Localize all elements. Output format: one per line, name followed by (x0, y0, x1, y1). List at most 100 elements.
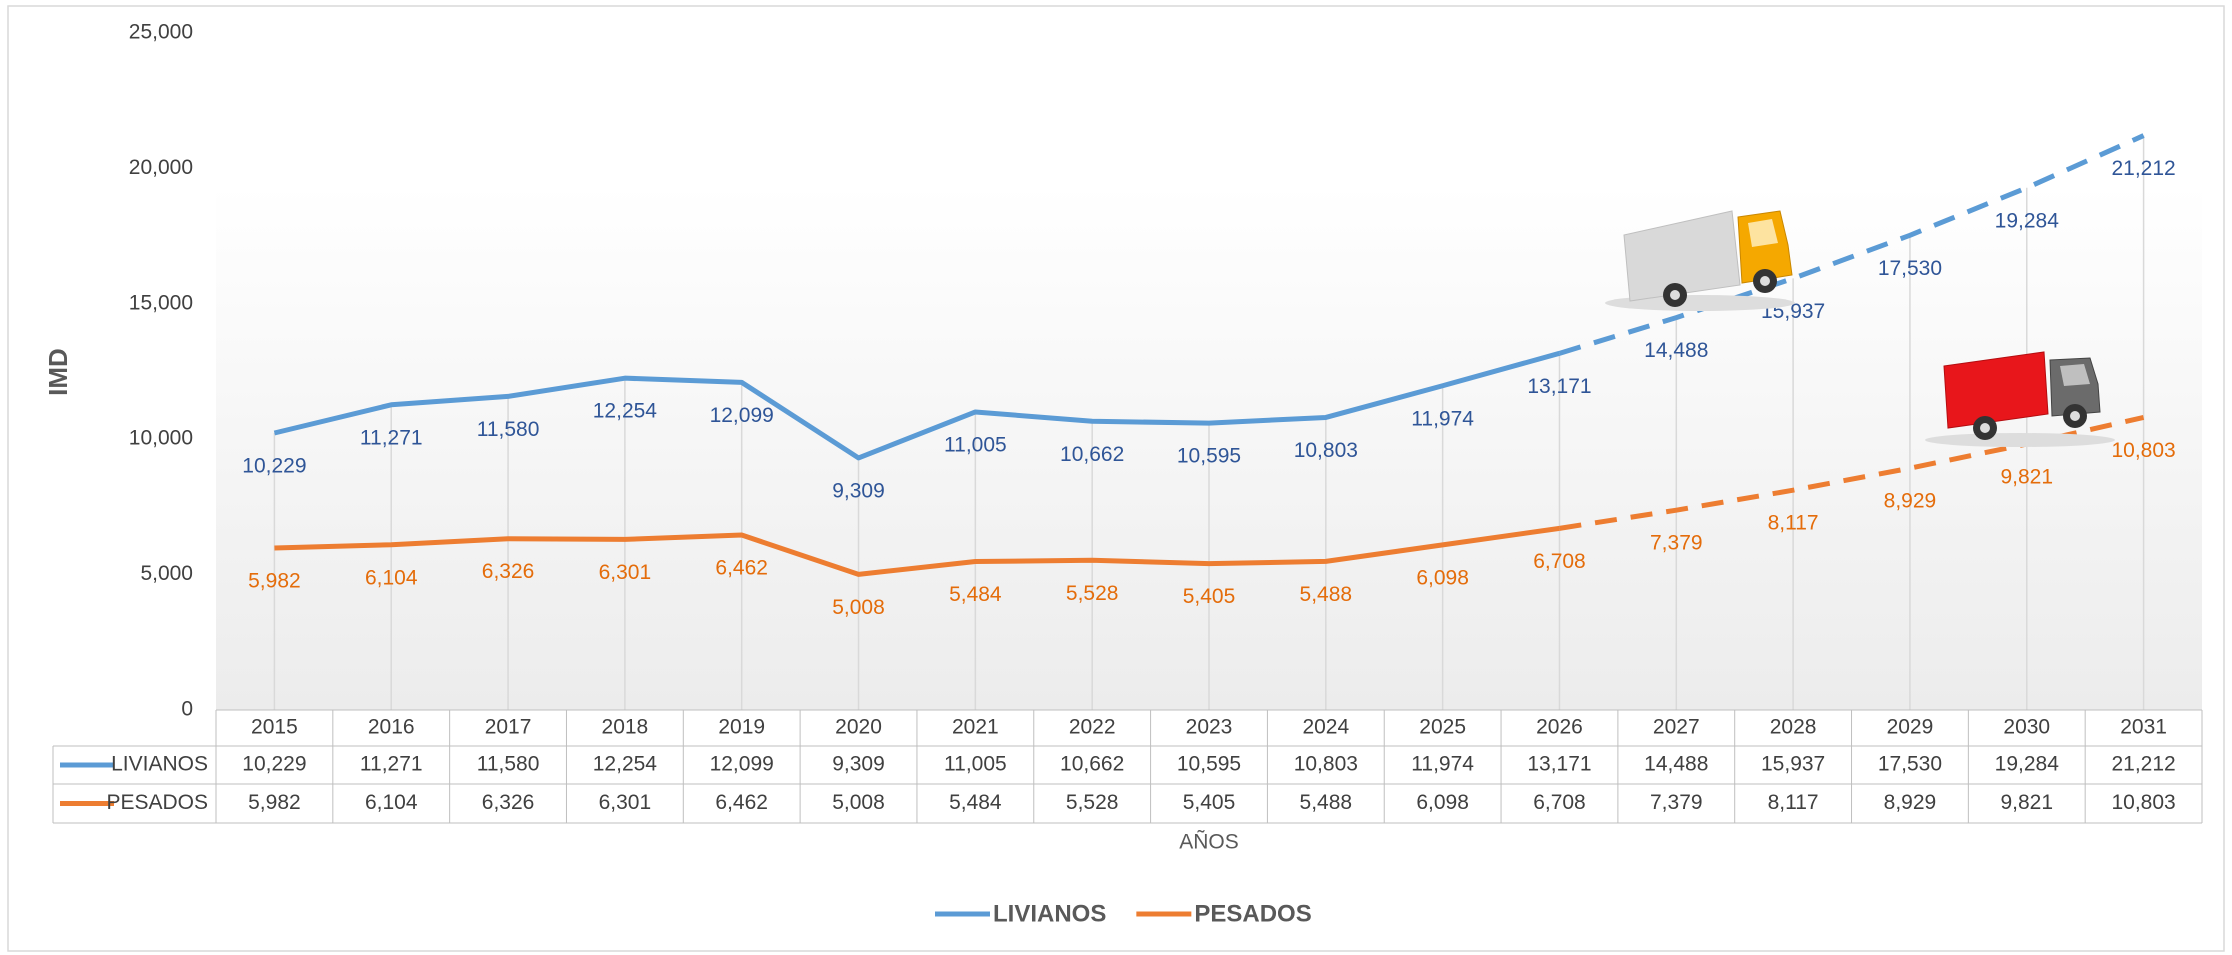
table-cell: 10,803 (2111, 791, 2175, 814)
table-cell: 5,528 (1066, 791, 1119, 814)
y-tick-label: 5,000 (140, 562, 193, 585)
data-label: 5,528 (1066, 582, 1119, 605)
data-label: 5,982 (248, 570, 301, 593)
data-label: 6,326 (482, 560, 535, 583)
x-tick-label: 2017 (485, 716, 532, 739)
x-tick-label: 2019 (718, 716, 765, 739)
y-tick-label: 25,000 (129, 21, 193, 44)
x-tick-label: 2016 (368, 716, 415, 739)
data-label: 6,462 (715, 557, 768, 580)
table-row-label: PESADOS (106, 791, 208, 814)
table-cell: 8,929 (1884, 791, 1937, 814)
truck-heavy (1925, 351, 2115, 447)
x-tick-label: 2029 (1887, 716, 1934, 739)
table-cell: 11,974 (1411, 753, 1474, 776)
x-tick-label: 2030 (2003, 716, 2050, 739)
data-label: 10,803 (2111, 439, 2175, 462)
table-cell: 10,803 (1294, 753, 1358, 776)
y-tick-label: 10,000 (129, 427, 193, 450)
data-label: 10,595 (1177, 445, 1241, 468)
table-cell: 6,301 (599, 791, 652, 814)
series-line (274, 525, 1560, 577)
table-cell: 6,098 (1416, 791, 1469, 814)
table-cell: 6,462 (715, 791, 768, 814)
table-cell: 10,662 (1060, 753, 1124, 776)
data-label: 10,662 (1060, 443, 1124, 466)
data-label: 8,929 (1884, 490, 1937, 513)
table-cell: 7,379 (1650, 791, 1703, 814)
x-tick-label: 2020 (835, 716, 882, 739)
data-label: 9,309 (832, 479, 885, 502)
table-row-label: LIVIANOS (111, 753, 208, 776)
table-cell: 21,212 (2111, 753, 2175, 776)
table-cell: 6,104 (365, 791, 418, 814)
data-label: 17,530 (1878, 257, 1942, 280)
data-label: 11,580 (477, 418, 540, 441)
data-label: 11,271 (360, 426, 423, 449)
legend-label: LIVIANOS (993, 900, 1106, 927)
data-label: 6,708 (1533, 550, 1586, 573)
x-tick-label: 2024 (1302, 716, 1349, 739)
x-tick-label: 2031 (2120, 716, 2167, 739)
x-tick-label: 2026 (1536, 716, 1583, 739)
series-line (1559, 415, 2145, 531)
data-label: 11,974 (1411, 407, 1474, 430)
x-tick-label: 2027 (1653, 716, 1700, 739)
series-line (273, 350, 1561, 461)
data-label: 8,117 (1768, 512, 1819, 535)
data-label: 12,099 (710, 404, 774, 427)
table-cell: 5,982 (248, 791, 301, 814)
table-cell: 14,488 (1644, 753, 1708, 776)
table-cell: 15,937 (1761, 753, 1825, 776)
table-cell: 11,271 (360, 753, 423, 776)
data-label: 11,005 (944, 434, 1007, 457)
x-tick-label: 2028 (1770, 716, 1817, 739)
table-cell: 9,821 (2000, 791, 2053, 814)
table-cell: 10,229 (242, 753, 306, 776)
legend: LIVIANOS PESADOS (935, 900, 1312, 927)
table-cell: 11,580 (477, 753, 540, 776)
table-cell: 5,008 (832, 791, 885, 814)
x-tick-label: 2023 (1186, 716, 1233, 739)
table-cell: 6,326 (482, 791, 535, 814)
data-label: 5,405 (1183, 585, 1236, 608)
data-label: 6,104 (365, 566, 418, 589)
data-label: 7,379 (1650, 532, 1703, 555)
data-label: 5,008 (832, 596, 885, 619)
table-cell: 6,708 (1533, 791, 1586, 814)
table-cell: 5,484 (949, 791, 1002, 814)
y-tick-label: 20,000 (129, 156, 193, 179)
y-tick-label: 15,000 (129, 291, 193, 314)
data-label: 21,212 (2111, 157, 2175, 180)
table-cell: 12,099 (710, 753, 774, 776)
table-cell: 19,284 (1995, 753, 2060, 776)
data-label: 5,488 (1300, 583, 1353, 606)
data-label: 13,171 (1527, 375, 1591, 398)
data-label: 9,821 (2000, 466, 2053, 489)
y-tick-label: 0 (181, 698, 193, 721)
data-label: 6,098 (1416, 566, 1469, 589)
x-tick-label: 2025 (1419, 716, 1466, 739)
x-tick-label: 2018 (602, 716, 649, 739)
table-cell: 5,488 (1300, 791, 1353, 814)
marks: 0 5,000 10,000 15,000 20,000 25,000 2015 2016 20… (52, 21, 2203, 927)
data-label: 14,488 (1644, 339, 1708, 362)
x-tick-label: 2022 (1069, 716, 1116, 739)
table-cell: 8,117 (1768, 791, 1819, 814)
data-label: 10,803 (1294, 439, 1358, 462)
table-cell: 13,171 (1527, 753, 1591, 776)
data-label: 10,229 (242, 455, 306, 478)
table-cell: 11,005 (944, 753, 1007, 776)
data-label: 19,284 (1995, 209, 2060, 232)
series-line (1558, 133, 2145, 356)
table-cell: 17,530 (1878, 753, 1942, 776)
y-axis-label: IMD (43, 348, 73, 396)
data-label: 12,254 (593, 400, 658, 423)
data-label: 5,484 (949, 583, 1002, 606)
x-tick-label: 2015 (251, 716, 298, 739)
x-axis-label: AÑOS (1179, 830, 1239, 854)
x-tick-label: 2021 (952, 716, 999, 739)
table-cell: 5,405 (1183, 791, 1236, 814)
table-cell: 9,309 (832, 753, 885, 776)
